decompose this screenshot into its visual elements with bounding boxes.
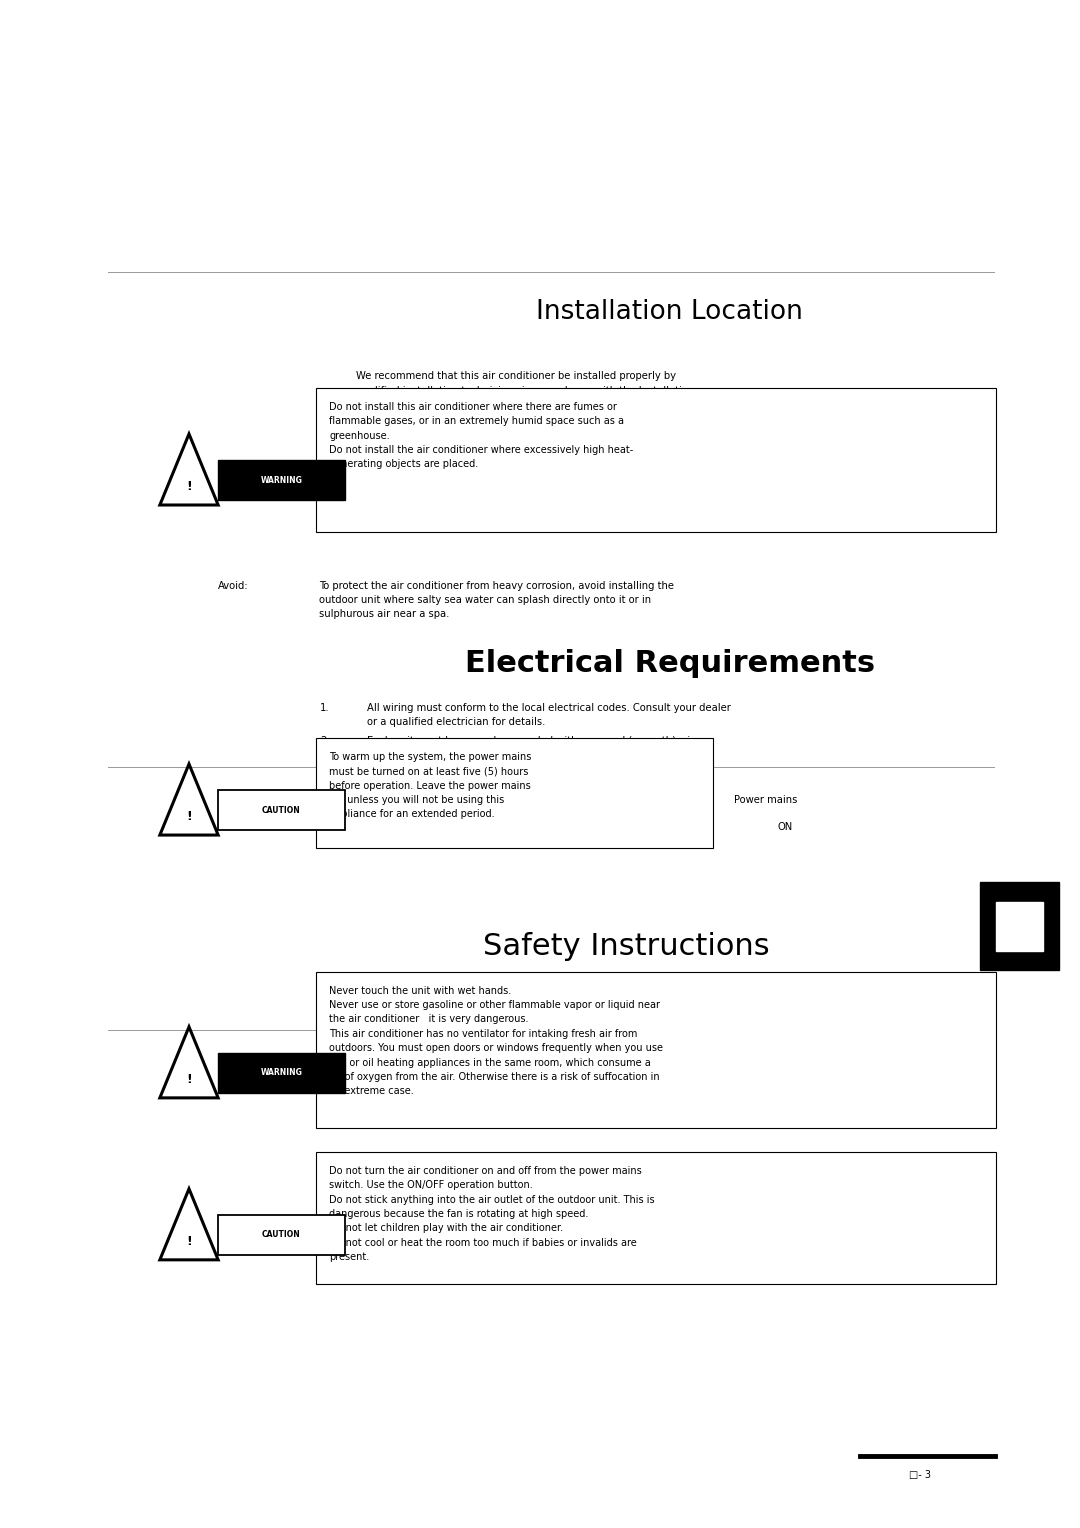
FancyBboxPatch shape [980,882,1059,970]
FancyBboxPatch shape [217,1215,346,1254]
Text: 2.: 2. [320,736,329,747]
Text: We recommend that this air conditioner be installed properly by
qualified instal: We recommend that this air conditioner b… [356,371,694,454]
Text: Wiring must be done by a qualified electrician.: Wiring must be done by a qualified elect… [367,764,602,775]
Text: All wiring must conform to the local electrical codes. Consult your dealer
or a : All wiring must conform to the local ele… [367,703,731,727]
Text: Safety Instructions: Safety Instructions [483,932,770,961]
Text: WARNING: WARNING [260,475,302,484]
Text: Read this Instruction Manual carefully before using this air
conditioner. If you: Read this Instruction Manual carefully b… [356,981,680,1063]
Text: Power mains: Power mains [734,795,798,805]
Text: To protect the air conditioner from heavy corrosion, avoid installing the
outdoo: To protect the air conditioner from heav… [319,581,674,619]
FancyBboxPatch shape [217,1053,346,1093]
Text: !: ! [186,480,192,494]
Text: !: ! [186,1235,192,1248]
Text: □- 3: □- 3 [909,1470,931,1481]
FancyBboxPatch shape [217,790,346,830]
Text: Electrical Requirements: Electrical Requirements [464,649,875,678]
Text: Each unit must be properly grounded with a ground (or earth) wire
or through the: Each unit must be properly grounded with… [367,736,700,761]
Text: 3.: 3. [320,764,329,775]
Text: 1.: 1. [320,703,329,714]
FancyBboxPatch shape [316,972,996,1128]
FancyBboxPatch shape [316,1152,996,1284]
Text: Do not install this air conditioner where there are fumes or
flammable gases, or: Do not install this air conditioner wher… [329,402,634,469]
Text: To warm up the system, the power mains
must be turned on at least five (5) hours: To warm up the system, the power mains m… [329,752,531,819]
Text: !: ! [186,810,192,824]
Text: !: ! [186,1073,192,1086]
Text: WARNING: WARNING [260,1068,302,1077]
FancyBboxPatch shape [996,902,1043,950]
Text: Never touch the unit with wet hands.
Never use or store gasoline or other flamma: Never touch the unit with wet hands. Nev… [329,986,663,1097]
Text: CAUTION: CAUTION [262,805,300,814]
Text: Installation Location: Installation Location [536,299,804,325]
Text: Do not turn the air conditioner on and off from the power mains
switch. Use the : Do not turn the air conditioner on and o… [329,1166,656,1262]
FancyBboxPatch shape [316,388,996,532]
Text: Avoid:: Avoid: [218,581,248,591]
Text: ON: ON [778,822,793,833]
FancyBboxPatch shape [217,460,346,500]
FancyBboxPatch shape [316,738,713,848]
Text: CAUTION: CAUTION [262,1230,300,1239]
